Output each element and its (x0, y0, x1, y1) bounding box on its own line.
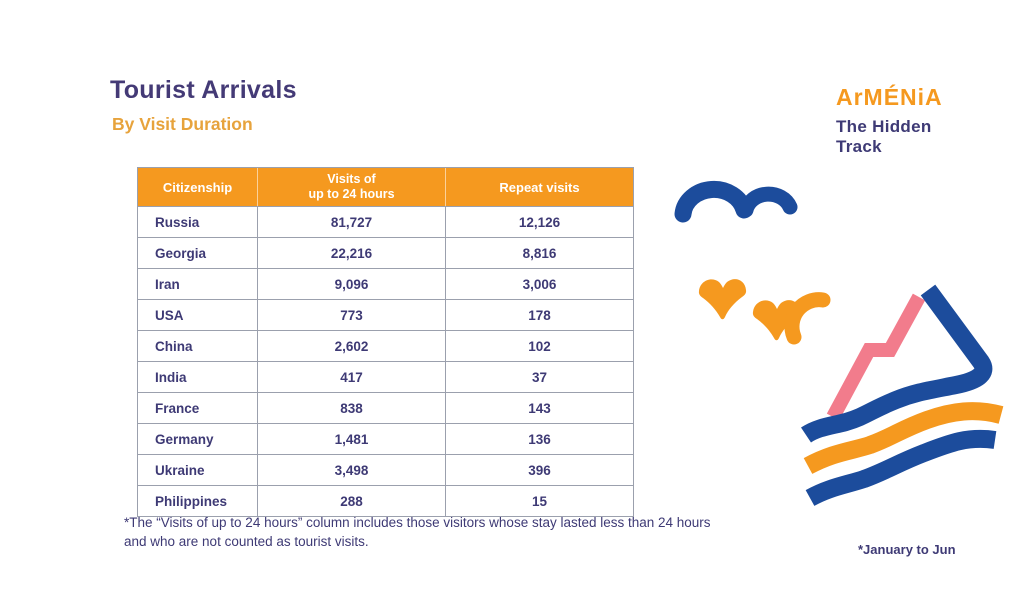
cell-repeat-visits: 143 (445, 393, 633, 423)
bird-icon (698, 279, 747, 320)
brand-logo-tagline: The Hidden Track (836, 117, 943, 157)
footnote-line1: *The “Visits of up to 24 hours” column i… (124, 515, 711, 530)
cell-repeat-visits: 12,126 (445, 207, 633, 237)
brand-logo-wordmark: ArMÉNiA (836, 84, 943, 110)
mountain-ribbon-emblem (784, 284, 1004, 506)
brand-tagline-line1: The Hidden (836, 117, 932, 136)
cell-country: Russia (155, 214, 200, 230)
cell-country: France (155, 400, 200, 416)
period-note: *January to Jun (858, 542, 956, 557)
table-row: USA 773 178 (138, 299, 633, 330)
cell-country: Philippines (155, 493, 228, 509)
cell-repeat-visits: 396 (445, 455, 633, 485)
cell-country: China (155, 338, 193, 354)
cell-repeat-visits: 102 (445, 331, 633, 361)
emblem-orange-arc (784, 292, 831, 345)
cell-country: USA (155, 307, 184, 323)
table-row: Ukraine 3,498 396 (138, 454, 633, 485)
emblem-blue-peak-ribbon (801, 284, 993, 443)
cell-day-visits: 2,602 (257, 331, 445, 361)
cell-day-visits: 22,216 (257, 238, 445, 268)
column-header-day-visits: Visits of up to 24 hours (257, 168, 445, 206)
tourist-arrivals-table: Citizenship Visits of up to 24 hours Rep… (137, 167, 634, 517)
table-row: Iran 9,096 3,006 (138, 268, 633, 299)
cell-repeat-visits: 178 (445, 300, 633, 330)
cell-day-visits: 288 (257, 486, 445, 516)
emblem-blue-ribbon (805, 429, 997, 506)
cell-day-visits: 81,727 (257, 207, 445, 237)
page-subtitle: By Visit Duration (112, 114, 253, 134)
brand-tagline-line2: Track (836, 137, 882, 156)
footnote-line2: and who are not counted as tourist visit… (124, 534, 369, 549)
cell-country: Germany (155, 431, 214, 447)
cell-country: India (155, 369, 187, 385)
cell-repeat-visits: 136 (445, 424, 633, 454)
cell-day-visits: 417 (257, 362, 445, 392)
table-footnote: *The “Visits of up to 24 hours” column i… (124, 513, 784, 551)
table-row: Georgia 22,216 8,816 (138, 237, 633, 268)
cell-day-visits: 9,096 (257, 269, 445, 299)
cell-day-visits: 3,498 (257, 455, 445, 485)
emblem-pink-ridge (826, 293, 926, 421)
column-header-citizenship: Citizenship (162, 179, 233, 195)
table-row: China 2,602 102 (138, 330, 633, 361)
cell-day-visits: 773 (257, 300, 445, 330)
brand-logo: ArMÉNiA The Hidden Track (836, 86, 943, 157)
table-row: India 417 37 (138, 361, 633, 392)
table-row: France 838 143 (138, 392, 633, 423)
page-title: Tourist Arrivals (110, 76, 297, 104)
table-row: Russia 81,727 12,126 (138, 206, 633, 237)
cell-repeat-visits: 8,816 (445, 238, 633, 268)
cell-day-visits: 1,481 (257, 424, 445, 454)
blue-wave-icon (674, 180, 798, 223)
emblem-orange-ribbon (803, 402, 1004, 475)
column-header-repeat-visits: Repeat visits (445, 168, 633, 206)
bird-icon (752, 300, 801, 341)
cell-repeat-visits: 37 (445, 362, 633, 392)
cell-country: Ukraine (155, 462, 205, 478)
cell-day-visits: 838 (257, 393, 445, 423)
table-header-row: Citizenship Visits of up to 24 hours Rep… (138, 168, 633, 206)
table-row: Germany 1,481 136 (138, 423, 633, 454)
cell-repeat-visits: 3,006 (445, 269, 633, 299)
cell-country: Georgia (155, 245, 207, 261)
cell-country: Iran (155, 276, 180, 292)
cell-repeat-visits: 15 (445, 486, 633, 516)
table-row: Philippines 288 15 (138, 485, 633, 516)
